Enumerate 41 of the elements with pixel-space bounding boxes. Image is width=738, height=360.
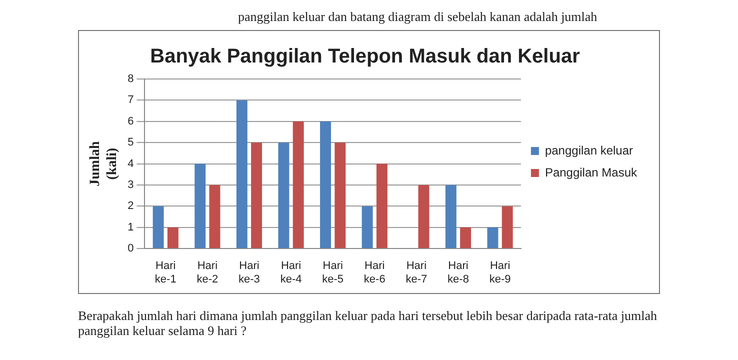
y-tick-label: 1 <box>128 221 134 234</box>
bar <box>194 164 206 248</box>
bar <box>152 206 164 248</box>
x-tick-label: Hari ke-1 <box>154 260 176 286</box>
y-tick-label: 4 <box>128 158 134 170</box>
bar <box>334 142 346 248</box>
bar <box>502 206 513 248</box>
y-tick-label: 6 <box>128 115 134 128</box>
y-tick-label: 0 <box>128 242 134 255</box>
x-tick-label: Hari ke-7 <box>406 260 428 286</box>
bar <box>209 185 220 248</box>
y-tick-label: 3 <box>128 179 134 192</box>
y-axis-title: Jumlah (kali) <box>88 141 120 186</box>
x-tick-label: Hari ke-6 <box>364 260 386 286</box>
bar <box>278 142 290 248</box>
y-tick-label: 5 <box>128 136 134 149</box>
x-tick-label: Hari ke-4 <box>280 260 302 286</box>
bar <box>236 100 248 248</box>
legend-label: Panggilan Masuk <box>544 165 638 180</box>
bar <box>445 185 456 248</box>
bar <box>376 164 388 248</box>
bar <box>292 121 304 248</box>
y-tick-label: 8 <box>128 73 134 86</box>
legend-label: panggilan keluar <box>544 143 634 158</box>
x-tick-label: Hari ke-5 <box>322 260 344 286</box>
y-tick-label: 7 <box>128 94 134 106</box>
chart-title: Banyak Panggilan Telepon Masuk dan Keluar <box>150 46 580 68</box>
bar <box>418 185 430 248</box>
bar <box>167 227 178 248</box>
y-tick-label: 2 <box>128 200 134 212</box>
bar <box>320 121 331 248</box>
bar <box>251 142 262 248</box>
bar <box>460 227 472 248</box>
text: panggilan keluar dan batang diagram di sebelah kanan adalah jumlah <box>237 8 598 26</box>
x-tick-label: Hari ke-9 <box>489 260 511 286</box>
text: Berapakah jumlah hari dimana jumlah panggilan keluar pada hari tersebut lebih besar daripada rata-rata jumlah panggilan keluar selama 9 hari ? <box>78 308 658 338</box>
bar <box>487 227 498 248</box>
x-tick-label: Hari ke-8 <box>448 260 469 286</box>
x-tick-label: Hari ke-3 <box>238 260 260 286</box>
bar <box>362 206 373 248</box>
x-tick-label: Hari ke-2 <box>196 260 218 286</box>
